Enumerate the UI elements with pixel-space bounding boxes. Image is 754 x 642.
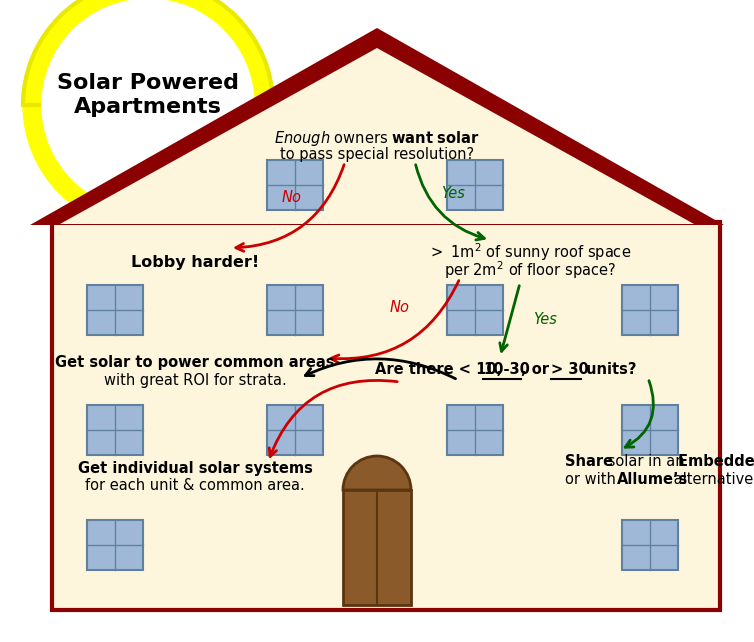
Bar [343,490,411,605]
Text: Yes: Yes [533,313,557,327]
Text: Solar Powered
Apartments: Solar Powered Apartments [57,73,239,117]
Bar [447,160,503,210]
Text: $\mathit{Enough}$ owners $\bf{want\ solar}$: $\mathit{Enough}$ owners $\bf{want\ sola… [274,128,480,148]
Text: to pass special resolution?: to pass special resolution? [280,148,474,162]
Circle shape [42,0,254,211]
Wedge shape [343,456,411,490]
Bar [447,405,503,455]
Text: > 30: > 30 [551,363,589,377]
Text: per 2m$^2$ of floor space?: per 2m$^2$ of floor space? [444,259,616,281]
Text: , or: , or [521,363,554,377]
Text: No: No [390,300,410,315]
Bar [87,285,143,335]
Text: for each unit & common area.: for each unit & common area. [85,478,305,494]
Circle shape [23,0,273,230]
Bar [622,520,678,570]
Text: Get solar to power common areas: Get solar to power common areas [55,356,335,370]
Text: Embedded Network: Embedded Network [678,453,754,469]
Text: Yes: Yes [441,186,465,200]
Bar [267,405,323,455]
Polygon shape [60,48,694,224]
Text: Share: Share [565,453,613,469]
Bar [87,520,143,570]
Text: No: No [282,191,302,205]
Circle shape [43,0,253,210]
Bar [447,285,503,335]
Text: Are there < 10,: Are there < 10, [375,363,507,377]
Polygon shape [30,28,724,225]
Bar [87,405,143,455]
Text: Lobby harder!: Lobby harder! [131,254,259,270]
Text: or with: or with [565,471,621,487]
Bar [52,222,720,610]
Text: Get individual solar systems: Get individual solar systems [78,460,312,476]
Text: Allume’s: Allume’s [617,471,688,487]
Bar [267,285,323,335]
Text: units?: units? [581,363,636,377]
Wedge shape [23,0,273,105]
Bar [622,285,678,335]
Text: with great ROI for strata.: with great ROI for strata. [103,374,287,388]
Text: $>$ 1m$^2$ of sunny roof space: $>$ 1m$^2$ of sunny roof space [428,241,632,263]
Text: solar in an: solar in an [603,453,689,469]
Text: 10-30: 10-30 [483,363,530,377]
Bar [622,405,678,455]
Text: alternative solution.: alternative solution. [669,471,754,487]
Bar [267,160,323,210]
